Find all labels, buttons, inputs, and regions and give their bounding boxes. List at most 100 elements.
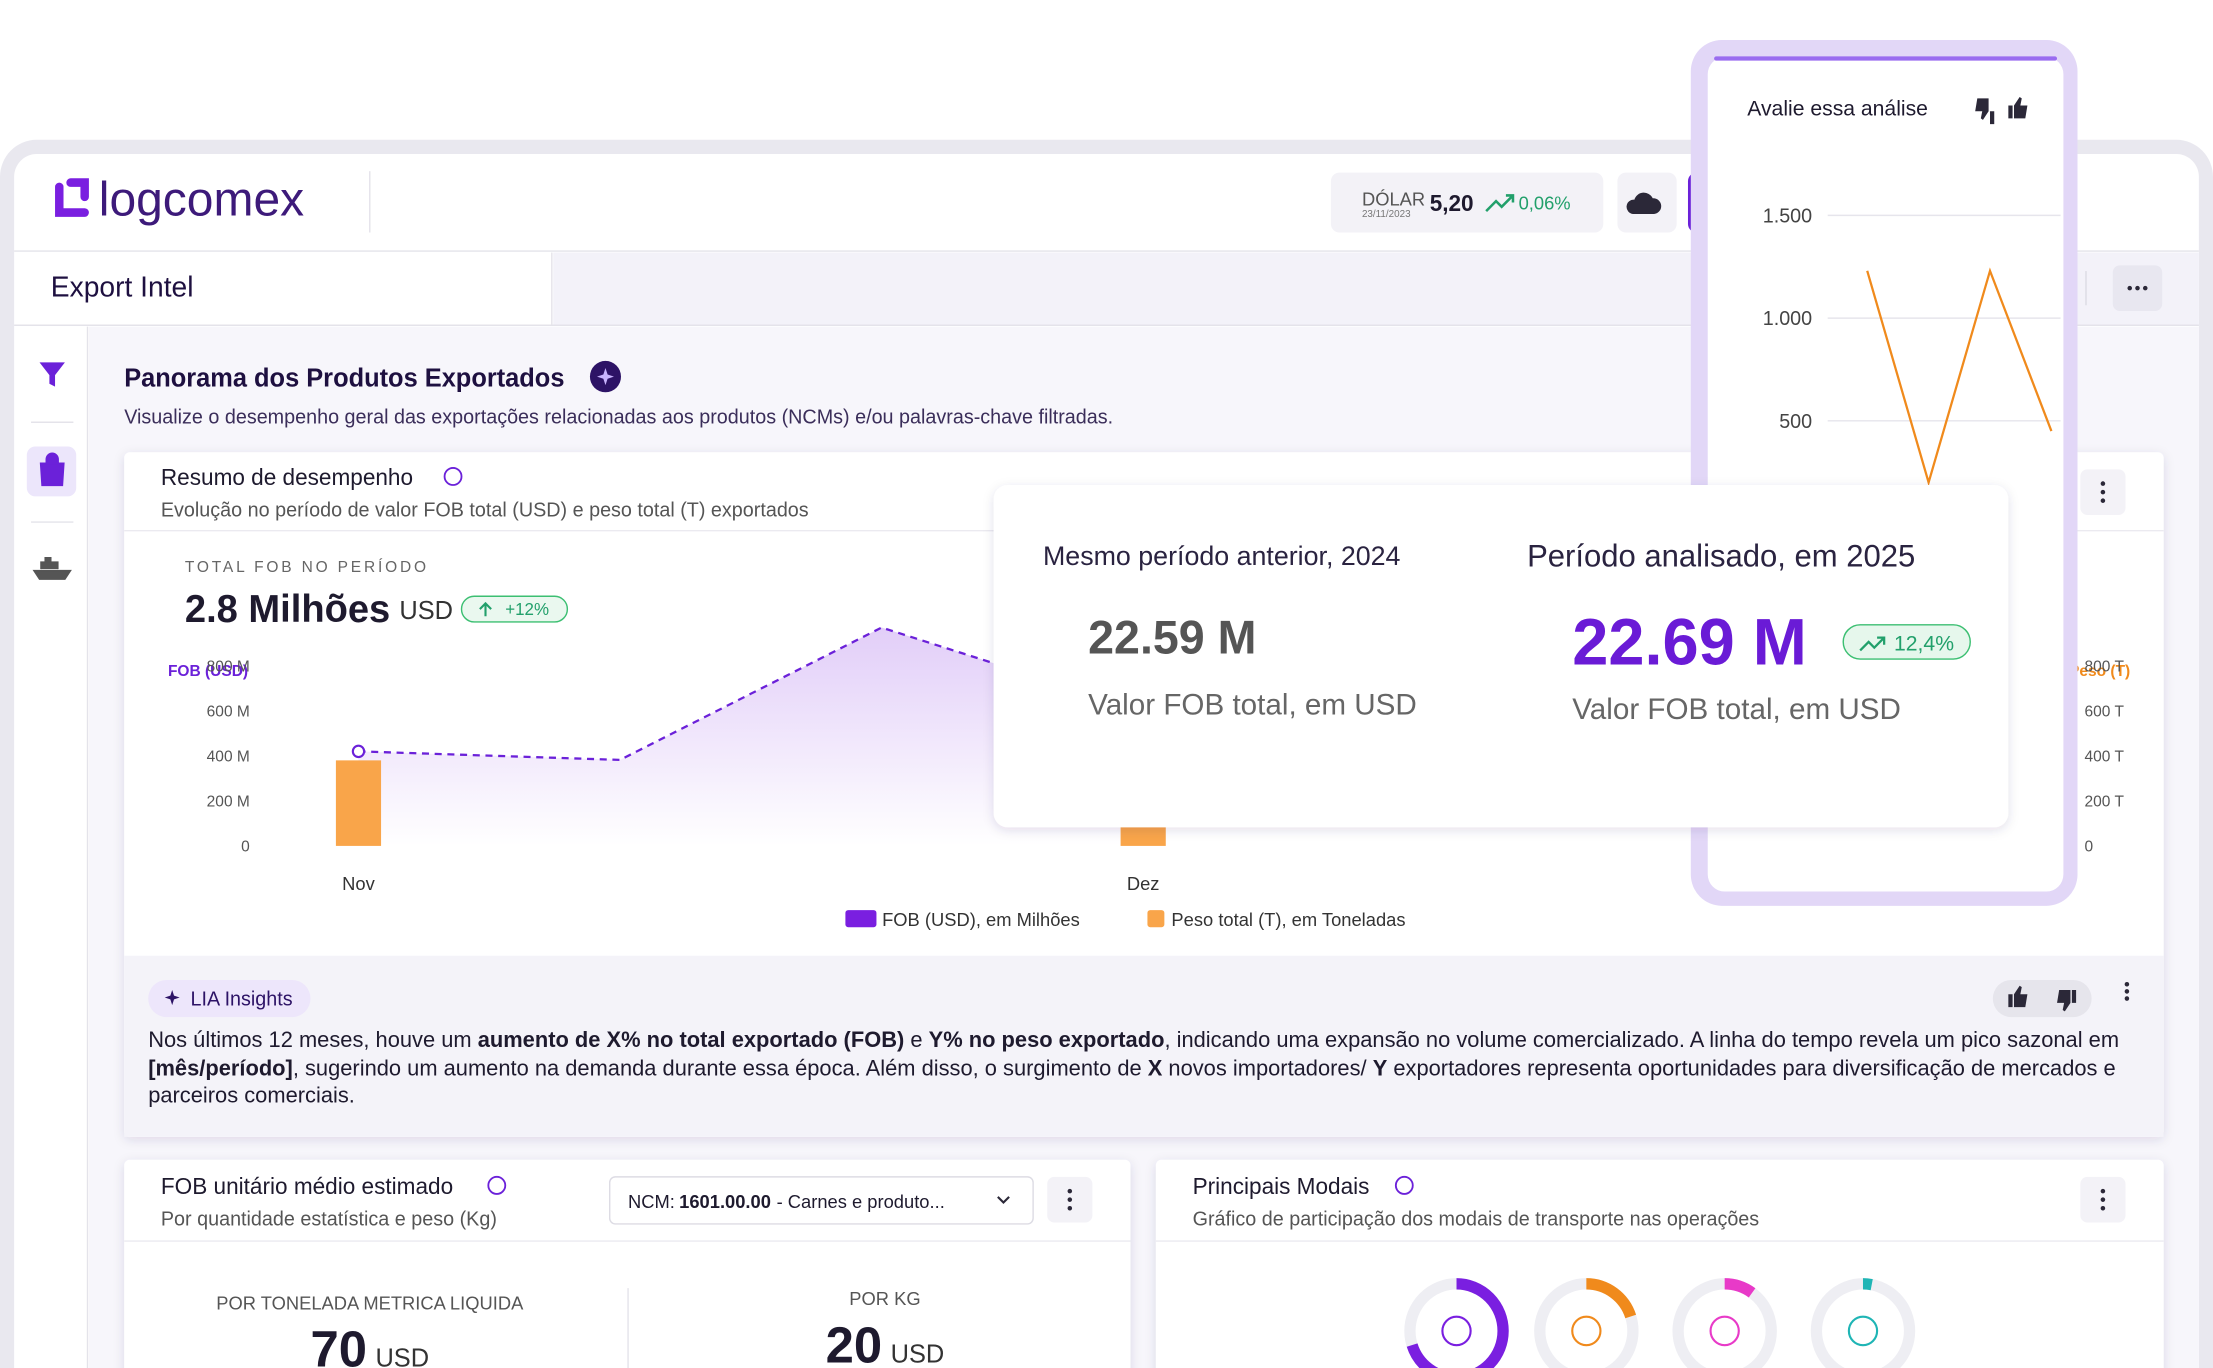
ncm-select[interactable]	[608, 1176, 1034, 1225]
y2-tick-label: 400 T	[2085, 749, 2125, 766]
y-tick-label: 1.500	[1763, 205, 1812, 227]
y-tick-label: 0	[241, 839, 250, 856]
dollar-label: DÓLAR	[1362, 188, 1425, 209]
more-icon	[2127, 285, 2148, 291]
logo: logcomex	[55, 172, 304, 226]
insight-segment: aumento de X% no total exportado (FOB)	[477, 1028, 905, 1053]
previous-title: Mesmo período anterior, 2024	[1043, 541, 1400, 571]
insight-segment: Y% no peso exportado	[928, 1028, 1165, 1053]
dot	[1067, 1205, 1073, 1211]
arrow-up	[479, 601, 492, 617]
tab-title[interactable]: Export Intel	[51, 272, 194, 304]
chevron	[997, 1196, 1010, 1205]
kebab-icon[interactable]	[2124, 981, 2130, 1001]
card-title: FOB unitário médio estimado	[161, 1173, 453, 1199]
dot	[2127, 285, 2132, 291]
bar	[335, 760, 382, 846]
section-subtitle: Visualize o desempenho geral das exporta…	[124, 407, 1113, 429]
info-icon[interactable]	[1394, 1175, 1414, 1195]
previous-value: 22.59 M	[1088, 611, 1256, 663]
dot	[2124, 989, 2130, 994]
kpi-value: 2.8 Milhões	[185, 588, 390, 631]
y-tick-label: 200 M	[207, 794, 250, 811]
insight-segment: e	[904, 1028, 929, 1053]
section-title: Panorama dos Produtos Exportados	[124, 364, 564, 392]
cloud-icon	[1626, 192, 1662, 214]
card-subtitle: Evolução no período de valor FOB total (…	[161, 499, 809, 521]
dollar-date: 23/11/2023	[1362, 209, 1411, 220]
x-tick-label: Nov	[342, 873, 375, 894]
point	[351, 744, 366, 759]
logo-text: logcomex	[99, 172, 304, 226]
unit: USD	[891, 1340, 945, 1368]
donut-arc	[1672, 1278, 1777, 1368]
y-tick-label: 600 M	[207, 703, 250, 720]
insight-segment: Y	[1372, 1056, 1388, 1081]
thumb-down[interactable]	[1975, 98, 1995, 125]
insights-paragraph: Nos últimos 12 meses, houve um aumento d…	[148, 1027, 2131, 1110]
y2-tick-label: 600 T	[2085, 703, 2125, 720]
filter-icon[interactable]	[39, 362, 65, 387]
combo-chart: FOB (USD) Peso (T) 0 200 M 400 M 600 M 800 M 0 2…	[168, 626, 2130, 930]
y2-axis-title: Peso (T)	[2069, 663, 2130, 680]
insight-segment: Nos últimos 12 meses, houve um	[148, 1028, 478, 1053]
card-subtitle: Gráfico de participação dos modais de tr…	[1193, 1208, 1760, 1230]
dot	[2100, 481, 2106, 486]
kebab-icon	[1067, 1188, 1073, 1211]
insight-segment: [mês/período]	[148, 1056, 293, 1081]
x-tick-label: Dez	[1127, 873, 1160, 894]
legend-swatch	[1147, 910, 1165, 928]
value: 70	[310, 1320, 367, 1368]
modal-icon	[1847, 1315, 1879, 1347]
dot	[2135, 285, 2140, 291]
insights-panel	[124, 955, 2164, 1137]
bag-icon	[39, 452, 65, 487]
comparison-card	[993, 485, 2009, 828]
insights-badge	[148, 979, 311, 1018]
line	[1866, 267, 2053, 487]
trend-icon	[1485, 194, 1515, 213]
y-tick-label: 500	[1779, 411, 1812, 433]
insight-segment: novos importadores/	[1162, 1056, 1373, 1081]
dot	[2100, 1205, 2106, 1211]
modal-icon	[1709, 1315, 1740, 1347]
legend-swatch	[845, 910, 877, 928]
thumb-up[interactable]	[2008, 97, 2028, 119]
info-icon[interactable]	[487, 1175, 507, 1195]
modal-icon	[1571, 1315, 1602, 1347]
sparkle	[597, 368, 614, 386]
kpi-change: +12%	[505, 600, 549, 619]
info-icon[interactable]	[443, 466, 463, 486]
thumb-up[interactable]	[2008, 985, 2028, 1008]
thumb-down[interactable]	[2057, 989, 2077, 1012]
modal-donuts	[1404, 1278, 1916, 1368]
rating-title: Avalie essa análise	[1747, 96, 1928, 120]
donut-arc	[1534, 1278, 1639, 1368]
previous-caption: Valor FOB total, em USD	[1088, 689, 1417, 722]
dot	[2124, 981, 2130, 987]
ship-icon[interactable]	[32, 557, 72, 580]
y2-tick-label: 0	[2085, 839, 2094, 856]
y-axis-title: FOB (USD)	[168, 663, 248, 680]
legend-label: FOB (USD), em Milhões	[882, 909, 1080, 930]
card-subtitle: Por quantidade estatística e peso (Kg)	[161, 1208, 497, 1230]
legend-label: Peso total (T), em Toneladas	[1171, 909, 1405, 930]
column-value: 20 USD	[826, 1316, 945, 1368]
sparkle	[164, 989, 180, 1006]
ncm-code: 1601.00.00	[679, 1191, 771, 1212]
insight-segment: , indicando uma expansão no volume comer…	[1164, 1028, 2120, 1053]
dollar-change: 0,06%	[1519, 193, 1571, 214]
logo-mark	[55, 182, 89, 217]
value: 20	[826, 1316, 883, 1368]
ncm-desc: - Carnes e produto...	[777, 1191, 945, 1212]
column-label: POR KG	[849, 1288, 920, 1309]
column-label: POR TONELADA METRICA LIQUIDA	[216, 1292, 524, 1313]
insights-badge-text: LIA Insights	[191, 989, 293, 1011]
donut-arc	[1404, 1278, 1509, 1368]
column-value: 70 USD	[310, 1320, 429, 1368]
modal-icon	[1441, 1315, 1472, 1347]
line-area	[358, 627, 1144, 846]
current-value: 22.69 M	[1572, 605, 1807, 678]
unit: USD	[375, 1344, 429, 1368]
